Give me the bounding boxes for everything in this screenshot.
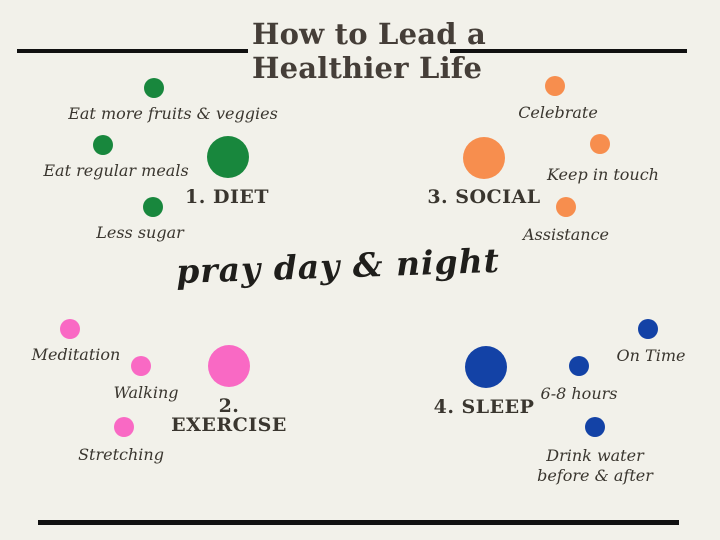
- exercise-bubble-stretching: [114, 417, 134, 437]
- diet-label-less-sugar: Less sugar: [96, 223, 184, 242]
- exercise-label-stretching: Stretching: [78, 445, 164, 464]
- sleep-bubble-on-time: [638, 319, 658, 339]
- exercise-bubble-walking: [131, 356, 151, 376]
- sleep-main-bubble: [465, 346, 507, 388]
- page-title-line-2: Healthier Life: [252, 50, 483, 85]
- diet-label-fruits-veggies: Eat more fruits & veggies: [68, 104, 278, 123]
- title-rule-right: [450, 49, 687, 53]
- social-bubble-keep-in-touch: [590, 134, 610, 154]
- sleep-bubble-hours: [569, 356, 589, 376]
- diet-label-regular-meals: Eat regular meals: [43, 161, 189, 180]
- exercise-bubble-meditation: [60, 319, 80, 339]
- diet-bubble-less-sugar: [143, 197, 163, 217]
- exercise-section-title-number: 2.: [218, 395, 240, 417]
- footer-rule: [38, 520, 679, 525]
- exercise-section-title-word: EXERCISE: [171, 414, 287, 436]
- social-bubble-celebrate: [545, 76, 565, 96]
- sleep-label-hours: 6-8 hours: [540, 384, 618, 403]
- social-bubble-assistance: [556, 197, 576, 217]
- exercise-label-meditation: Meditation: [31, 345, 121, 364]
- sleep-label-drink-water-line-2: before & after: [537, 466, 653, 485]
- exercise-label-walking: Walking: [113, 383, 179, 402]
- sleep-label-drink-water-line-1: Drink water: [546, 446, 644, 465]
- diet-section-title: 1. DIET: [185, 186, 269, 208]
- diet-bubble-fruits-veggies: [144, 78, 164, 98]
- page-title: How to Lead a Healthier Life: [252, 17, 487, 85]
- social-label-assistance: Assistance: [522, 225, 610, 244]
- sleep-label-drink-water: Drink water before & after: [537, 446, 653, 486]
- sleep-label-on-time: On Time: [616, 346, 686, 365]
- exercise-section-title: 2. EXERCISE: [171, 397, 287, 435]
- center-message: pray day & night: [175, 240, 501, 292]
- sleep-section-title: 4. SLEEP: [433, 396, 535, 418]
- social-section-title: 3. SOCIAL: [427, 186, 541, 208]
- social-main-bubble: [463, 137, 505, 179]
- sleep-bubble-drink-water: [585, 417, 605, 437]
- social-label-celebrate: Celebrate: [518, 103, 598, 122]
- exercise-main-bubble: [208, 345, 250, 387]
- page-title-line-1: How to Lead a: [252, 17, 487, 51]
- title-rule-left: [17, 49, 248, 53]
- diet-bubble-regular-meals: [93, 135, 113, 155]
- diet-main-bubble: [207, 136, 249, 178]
- social-label-keep-in-touch: Keep in touch: [547, 165, 659, 184]
